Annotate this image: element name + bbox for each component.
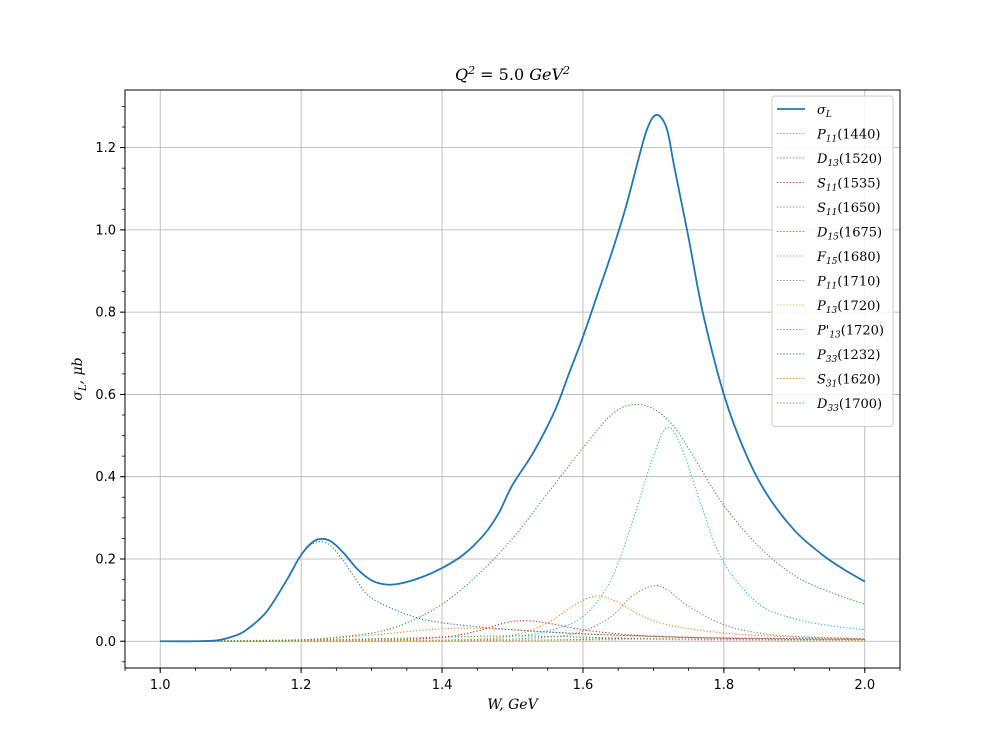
series-line-7	[160, 584, 865, 642]
y-tick-label: 0.8	[95, 306, 116, 321]
x-tick-label: 1.8	[714, 678, 735, 693]
legend-label: F15(1680)	[816, 250, 881, 267]
x-axis-label: W, GeV	[487, 697, 539, 713]
x-tick-label: 1.4	[432, 678, 453, 693]
y-axis-label: σL, μb	[70, 357, 89, 400]
series-line-11	[160, 595, 865, 642]
series-line-3	[160, 620, 865, 642]
series-line-10	[160, 541, 865, 642]
series-line-4	[160, 637, 865, 642]
legend: σL P11(1440) D13(1520) S11(1535) S11(1650) D1…	[771, 95, 894, 427]
y-tick-label: 1.2	[95, 141, 116, 156]
legend-box	[771, 95, 894, 427]
x-tick-label: 1.0	[150, 678, 171, 693]
legend-label: P'13(1720)	[816, 324, 884, 341]
legend-label: σL	[817, 103, 832, 120]
chart-title: Q2 = 5.0 GeV2	[455, 64, 570, 84]
series-line-8	[160, 638, 865, 642]
legend-label: D15(1675)	[816, 226, 882, 243]
legend-label: P13(1720)	[816, 299, 880, 316]
series-layer	[160, 114, 866, 643]
legend-label: S11(1650)	[817, 201, 881, 218]
y-tick-label: 1.0	[95, 223, 116, 238]
x-tick-label: 1.6	[573, 678, 594, 693]
x-axis-ticks: 1.0 1.2 1.4 1.6 1.8 2.0	[124, 668, 901, 693]
y-tick-label: 0.0	[95, 635, 116, 650]
legend-label: D13(1520)	[816, 152, 882, 169]
x-tick-label: 1.2	[291, 678, 312, 693]
y-tick-label: 0.2	[95, 552, 116, 567]
legend-label: S31(1620)	[817, 373, 881, 390]
y-axis-ticks: 0.0 0.2 0.4 0.6 0.8 1.0 1.2	[95, 106, 125, 663]
y-tick-label: 0.6	[95, 388, 116, 403]
series-line-9	[160, 426, 865, 642]
legend-label: D33(1700)	[816, 397, 882, 414]
series-line-12	[160, 403, 865, 642]
series-line-0	[160, 114, 866, 643]
legend-label: P11(1440)	[816, 128, 880, 145]
legend-label: S11(1535)	[817, 177, 881, 194]
y-tick-label: 0.4	[95, 470, 116, 485]
x-tick-label: 2.0	[854, 678, 875, 693]
legend-label: P11(1710)	[816, 275, 880, 292]
legend-label: P33(1232)	[816, 348, 880, 365]
